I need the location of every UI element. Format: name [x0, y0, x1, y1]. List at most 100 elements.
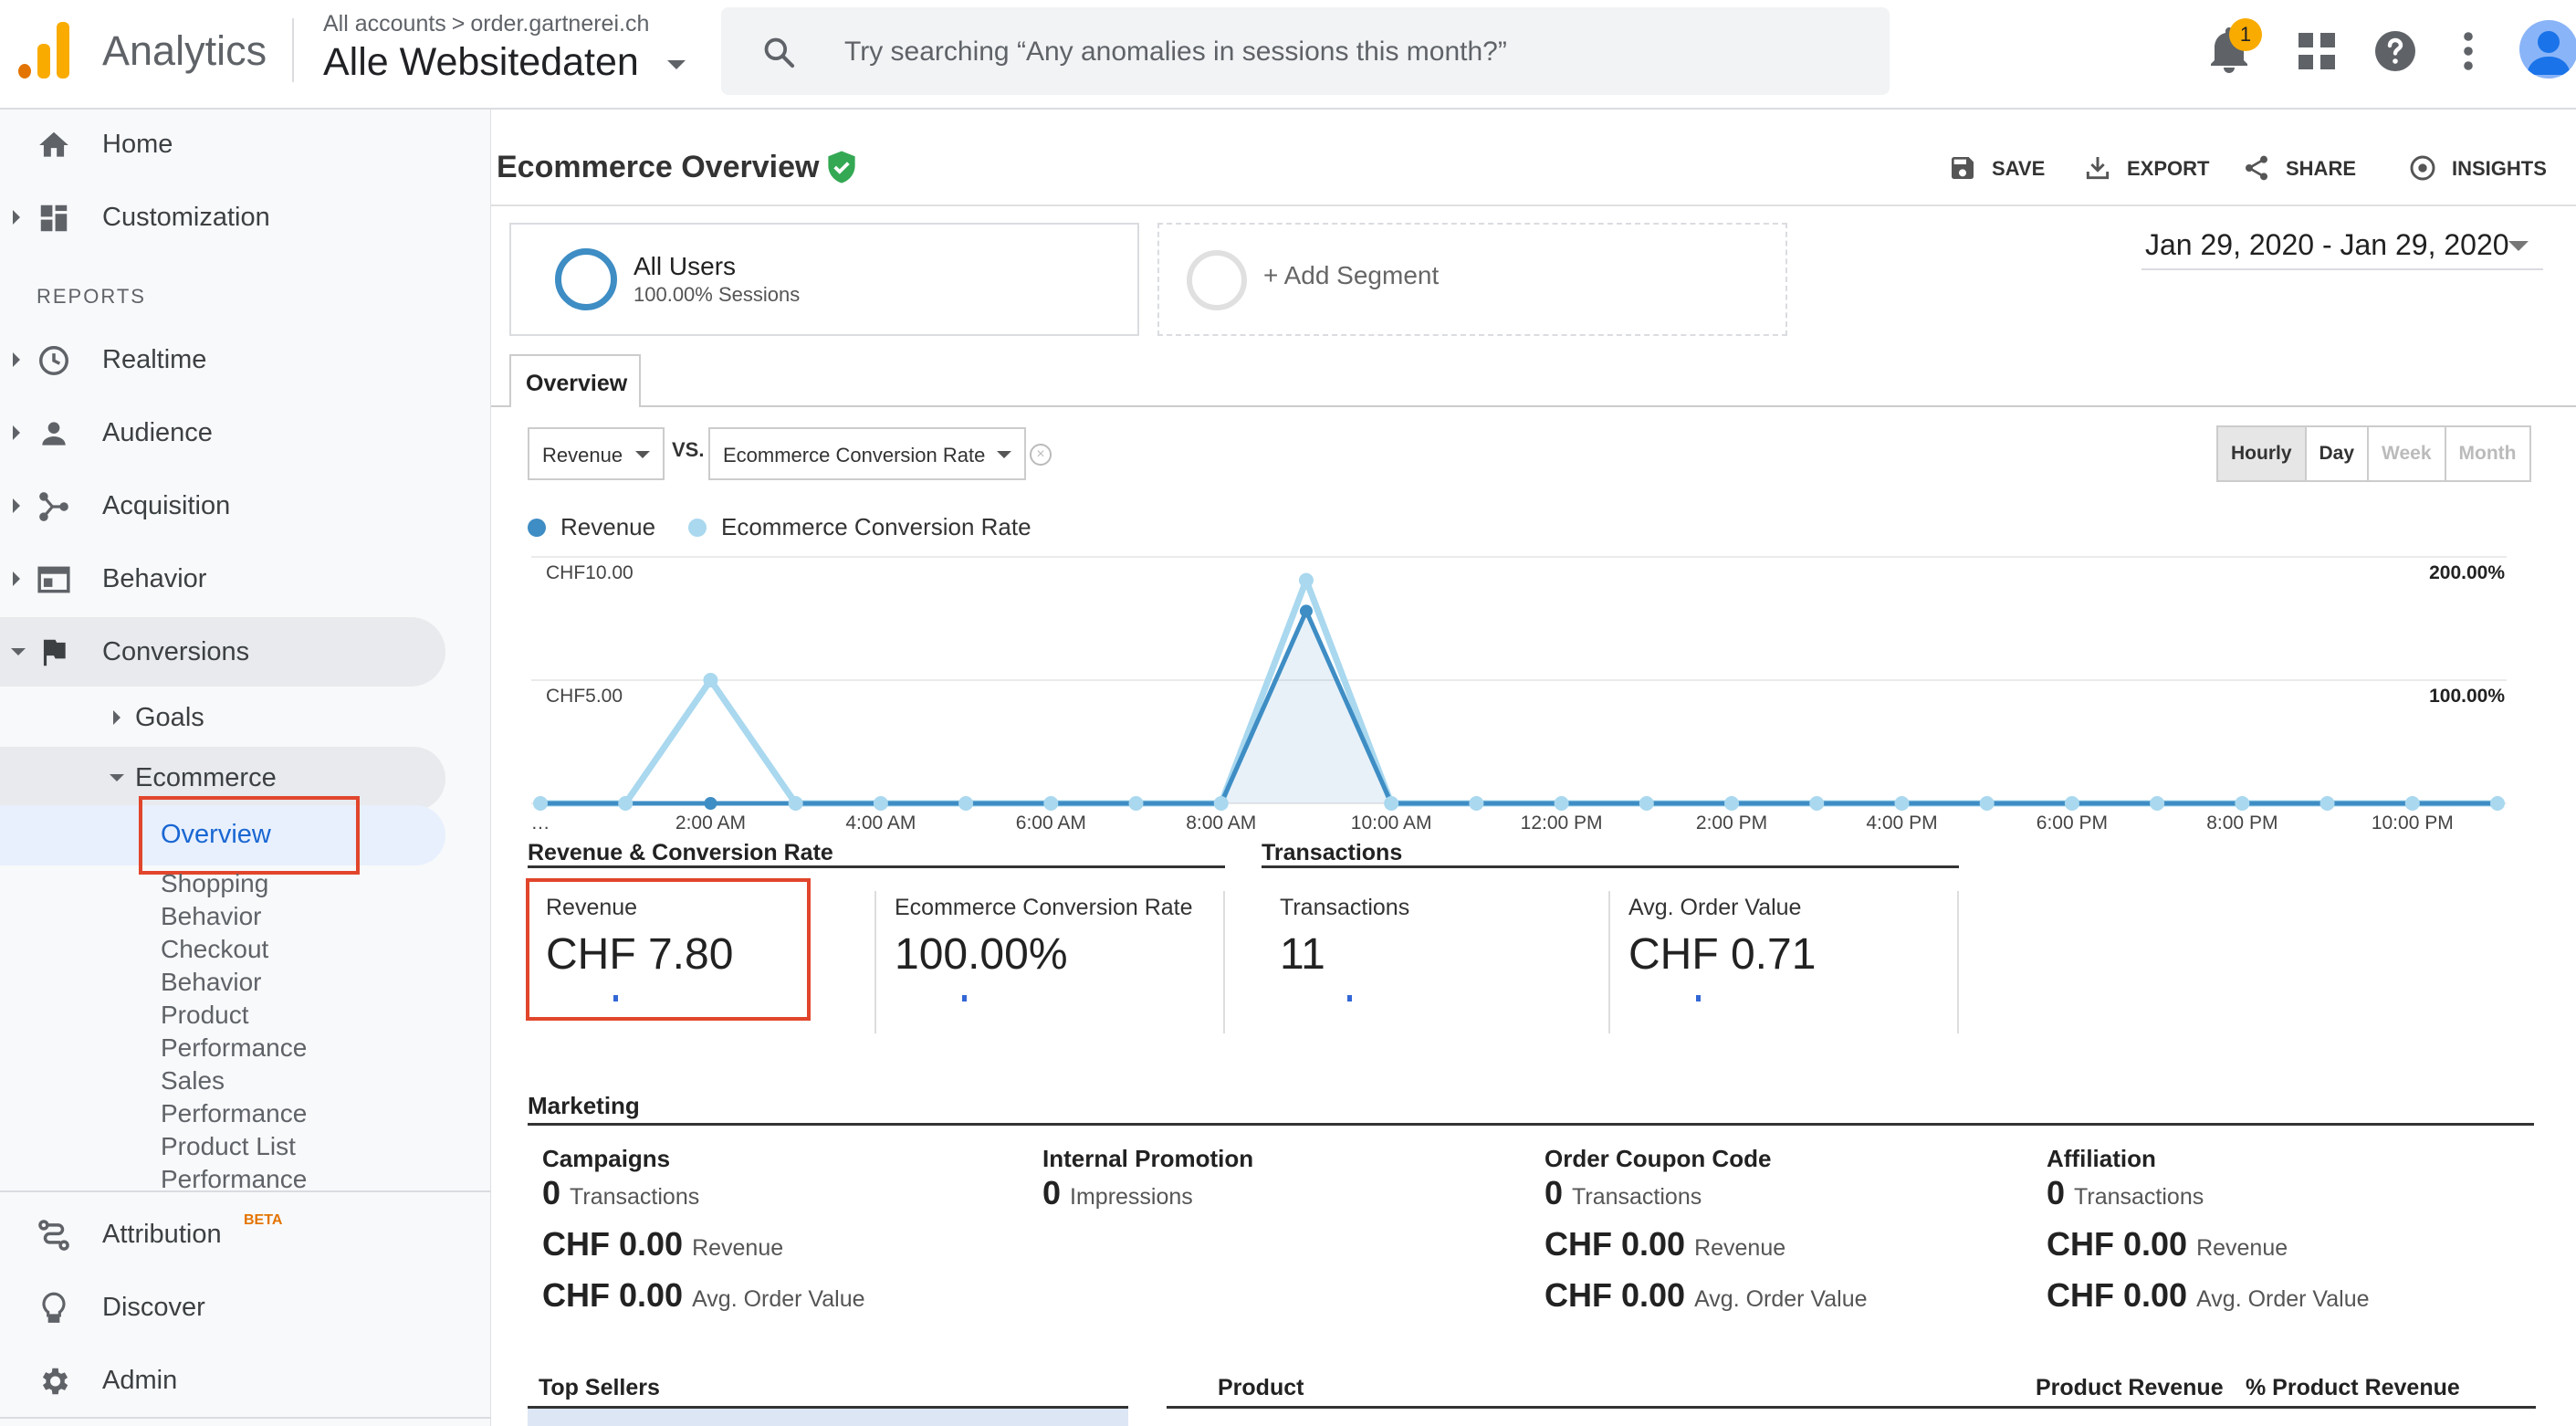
label-line: Checkout	[161, 935, 269, 963]
legend-conversion-rate[interactable]: Ecommerce Conversion Rate	[721, 513, 1031, 540]
metric-value: CHF 0.00	[2047, 1276, 2188, 1314]
spacer	[161, 900, 268, 933]
label-line: Performance	[161, 1099, 308, 1127]
label-line: Performance	[161, 1033, 308, 1062]
chevron-down-icon	[997, 451, 1011, 458]
sidebar-item-label: Behavior	[102, 564, 207, 593]
view-selector[interactable]: Alle Websitedaten	[323, 40, 639, 84]
week-button: Week	[2369, 427, 2446, 480]
affiliation-avg-order-value: CHF 0.00 Avg. Order Value	[2047, 1276, 2370, 1315]
sidebar-item-admin[interactable]: Admin	[0, 1346, 445, 1415]
sidebar-item-label: Conversions	[102, 637, 250, 666]
metric-value: CHF 0.00	[2047, 1225, 2188, 1263]
marketing-internal-promotion-title[interactable]: Internal Promotion	[1042, 1145, 1254, 1172]
sidebar-item-audience[interactable]: Audience	[0, 398, 445, 467]
lightbulb-icon	[42, 1292, 66, 1323]
divider	[1608, 891, 1610, 1033]
segment-all-users[interactable]: All Users 100.00% Sessions	[509, 223, 1139, 336]
conversion-rate-point	[618, 796, 634, 811]
marketing-affiliation-title[interactable]: Affiliation	[2047, 1145, 2156, 1172]
chevron-down-icon	[635, 451, 650, 458]
sidebar-item-product-performance[interactable]: Product Performance	[161, 999, 307, 1064]
label-line: Behavior	[161, 902, 262, 930]
more-vertical-icon[interactable]	[2446, 22, 2490, 80]
analytics-logo-icon[interactable]	[18, 22, 69, 79]
chevron-down-icon[interactable]	[667, 60, 686, 69]
x-tick-label: …	[531, 813, 550, 834]
sidebar-item-sales-performance[interactable]: Sales Performance	[161, 1064, 307, 1130]
account-breadcrumb[interactable]: All accounts > order.gartnerei.ch	[323, 11, 649, 37]
legend-revenue-swatch	[528, 519, 546, 537]
beta-badge: BETA	[244, 1212, 283, 1228]
download-icon	[2086, 157, 2110, 180]
remove-comparison-icon[interactable]: ×	[1030, 444, 1052, 466]
conversion-rate-point	[1213, 796, 1229, 811]
sidebar-item-label: Discover	[102, 1293, 205, 1322]
card-revenue-value: CHF 7.80	[546, 930, 734, 979]
chevron-right-icon	[13, 571, 20, 586]
breadcrumb-property: order.gartnerei.ch	[470, 11, 650, 37]
sidebar-item-behavior[interactable]: Behavior	[0, 544, 445, 613]
sidebar-item-product-list-performance[interactable]: Product List Performance	[161, 1130, 307, 1196]
metric-value: 0	[542, 1174, 561, 1211]
sidebar-item-shopping-behavior[interactable]: Shopping Behavior	[161, 867, 268, 933]
line-chart: CHF10.00 CHF5.00 200.00% 100.00% … 2:00 AM 4:0…	[531, 556, 2507, 834]
marketing-order-coupon-code-title[interactable]: Order Coupon Code	[1545, 1145, 1772, 1172]
sidebar-item-overview[interactable]: Overview	[0, 805, 445, 865]
conversion-rate-point	[1979, 796, 1995, 811]
sidebar-item-label: Acquisition	[102, 491, 231, 520]
sidebar-item-ecommerce[interactable]: Ecommerce	[0, 747, 445, 811]
sidebar-item-conversions[interactable]: Conversions	[0, 617, 445, 687]
help-icon[interactable]	[2373, 22, 2417, 80]
sidebar-item-acquisition[interactable]: Acquisition	[0, 471, 445, 540]
search-input[interactable]: Try searching “Any anomalies in sessions…	[844, 37, 1507, 67]
card-conversion-rate-value: 100.00%	[895, 930, 1068, 979]
sidebar-item-goals[interactable]: Goals	[135, 703, 204, 732]
search-bar[interactable]: Try searching “Any anomalies in sessions…	[721, 7, 1890, 95]
sidebar-item-realtime[interactable]: Realtime	[0, 325, 445, 394]
sidebar-item-attribution[interactable]: Attribution	[0, 1200, 445, 1269]
verified-shield-icon	[828, 151, 855, 183]
column-header-pct-product-revenue[interactable]: % Product Revenue	[2246, 1375, 2460, 1400]
sidebar-item-checkout-behavior[interactable]: Checkout Behavior	[161, 900, 268, 999]
x-tick-label: 10:00 AM	[1351, 813, 1432, 834]
chevron-right-icon	[13, 210, 20, 225]
revenue-point	[1299, 604, 1313, 618]
metric-label: Impressions	[1070, 1184, 1193, 1210]
column-header-product[interactable]: Product	[1218, 1375, 1304, 1400]
x-tick-label: 4:00 PM	[1866, 813, 1937, 834]
insights-icon	[2410, 155, 2435, 181]
conversion-rate-point	[1894, 796, 1910, 811]
tab-overview[interactable]: Overview	[509, 354, 641, 407]
chevron-down-icon[interactable]	[2508, 241, 2529, 251]
segment-sessions-pct: 100.00% Sessions	[634, 283, 801, 306]
product-name[interactable]: Analytics	[102, 27, 267, 74]
metric-value: CHF 0.00	[542, 1276, 684, 1314]
campaigns-revenue: CHF 0.00 Revenue	[542, 1225, 783, 1263]
conversion-rate-point	[2064, 796, 2079, 811]
campaigns-avg-order-value: CHF 0.00 Avg. Order Value	[542, 1276, 865, 1315]
hourly-button[interactable]: Hourly	[2218, 427, 2307, 480]
internal-promotion-impressions: 0 Impressions	[1042, 1174, 1193, 1212]
avatar[interactable]	[2519, 20, 2576, 79]
label-line: Sales	[161, 1066, 225, 1095]
x-tick-label: 2:00 AM	[675, 813, 746, 834]
series-revenue-line	[540, 608, 2497, 806]
divider	[2141, 268, 2543, 270]
sidebar-item-home[interactable]: Home	[0, 110, 445, 179]
save-icon	[1952, 157, 1974, 179]
date-range-picker[interactable]: Jan 29, 2020 - Jan 29, 2020	[2145, 228, 2509, 261]
add-segment-button[interactable]: + Add Segment	[1157, 223, 1787, 336]
marketing-campaigns-title[interactable]: Campaigns	[542, 1145, 671, 1172]
sidebar-item-discover[interactable]: Discover	[0, 1273, 445, 1342]
day-button[interactable]: Day	[2307, 427, 2370, 480]
column-header-product-revenue[interactable]: Product Revenue	[2036, 1375, 2224, 1400]
legend-revenue[interactable]: Revenue	[560, 513, 656, 540]
secondary-metric-dropdown[interactable]: Ecommerce Conversion Rate	[708, 427, 1026, 480]
metric-label: Avg. Order Value	[1694, 1286, 1868, 1312]
y-left-tick-label: CHF5.00	[546, 686, 623, 707]
apps-grid-icon[interactable]	[2295, 22, 2339, 80]
primary-metric-dropdown[interactable]: Revenue	[528, 427, 665, 480]
sidebar-item-customization[interactable]: Customization	[0, 183, 445, 252]
divider	[1262, 865, 1959, 868]
